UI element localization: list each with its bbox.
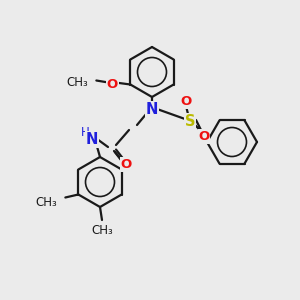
Text: O: O [120,158,132,171]
Text: CH₃: CH₃ [91,224,113,237]
Text: N: N [146,102,158,117]
Text: CH₃: CH₃ [67,76,88,88]
Text: S: S [185,114,195,129]
Text: N: N [86,132,98,147]
Text: CH₃: CH₃ [36,196,57,208]
Text: O: O [107,77,118,91]
Text: O: O [198,130,210,143]
Text: H: H [81,127,89,140]
Text: O: O [180,95,192,108]
